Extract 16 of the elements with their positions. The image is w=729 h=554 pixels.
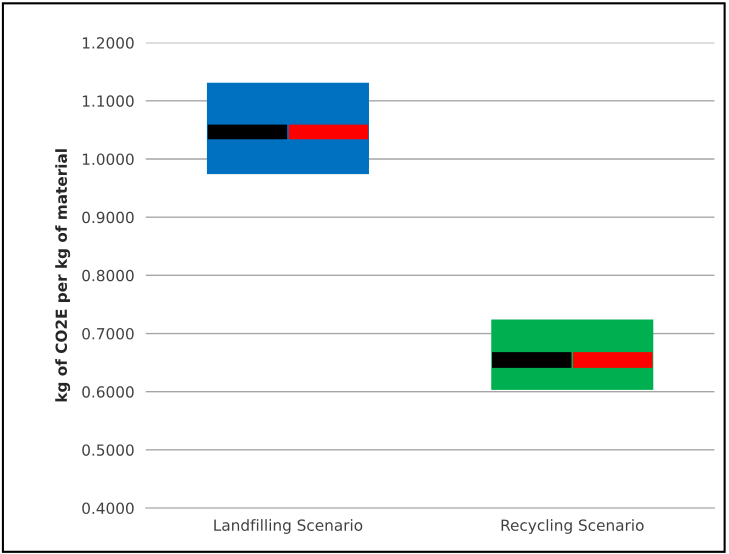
y-tick-label: 1.1000	[82, 95, 134, 107]
x-tick-label: Landfilling Scenario	[214, 519, 362, 534]
y-tick-label: 0.4000	[82, 502, 134, 514]
y-tick-label: 0.7000	[82, 328, 134, 340]
y-tick-label: 0.8000	[82, 270, 134, 282]
bar	[208, 124, 288, 140]
x-tick-label: Recycling Scenario	[502, 519, 644, 534]
y-tick-label: 0.5000	[82, 444, 134, 456]
bar	[492, 352, 572, 368]
y-axis-title: kg of CO2E per kg of material	[55, 149, 70, 402]
y-tick-label: 1.2000	[82, 37, 134, 49]
y-tick-label: 0.9000	[82, 212, 134, 224]
bar	[288, 124, 368, 140]
bar	[573, 352, 652, 368]
y-tick-label: 1.0000	[82, 153, 134, 166]
y-tick-label: 0.6000	[82, 386, 134, 398]
